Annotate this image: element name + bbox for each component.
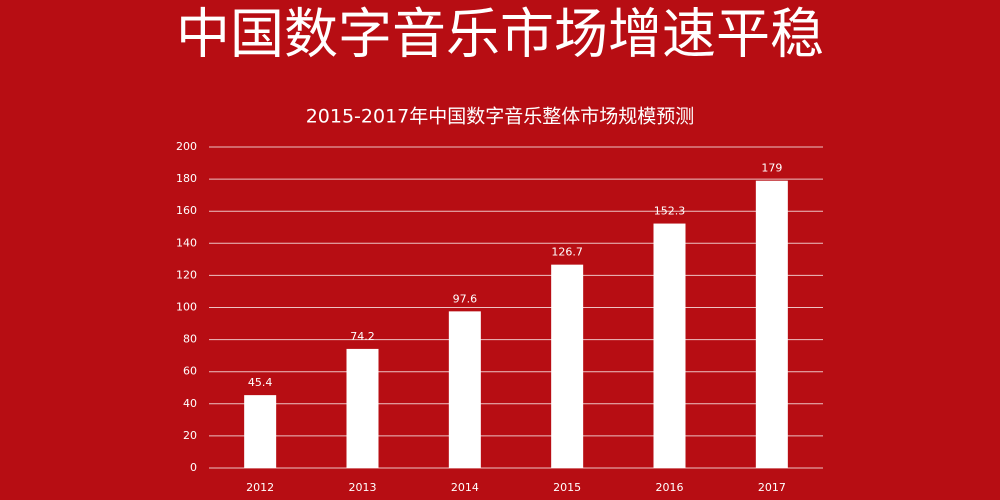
x-tick-label: 2017 bbox=[758, 481, 786, 494]
y-tick-label: 60 bbox=[183, 365, 197, 378]
bar bbox=[551, 264, 584, 468]
bar bbox=[244, 395, 277, 468]
data-label: 97.6 bbox=[453, 292, 478, 305]
data-label: 179 bbox=[761, 162, 782, 175]
y-tick-label: 140 bbox=[176, 236, 197, 249]
y-tick-label: 160 bbox=[176, 204, 197, 217]
bar bbox=[755, 180, 788, 468]
data-label: 45.4 bbox=[248, 376, 273, 389]
chart-title: 2015-2017年中国数字音乐整体市场规模预测 bbox=[306, 106, 695, 128]
y-tick-label: 100 bbox=[176, 301, 197, 314]
y-tick-label: 20 bbox=[183, 429, 197, 442]
y-tick-label: 200 bbox=[176, 140, 197, 153]
y-tick-label: 0 bbox=[190, 461, 197, 474]
page-title: 中国数字音乐市场增速平稳 bbox=[176, 3, 824, 66]
data-label: 152.3 bbox=[654, 205, 686, 218]
x-tick-label: 2012 bbox=[246, 481, 274, 494]
y-tick-label: 180 bbox=[176, 172, 197, 185]
bar bbox=[448, 311, 481, 468]
data-label: 126.7 bbox=[551, 246, 583, 259]
x-tick-label: 2015 bbox=[553, 481, 581, 494]
bar bbox=[346, 348, 379, 468]
y-tick-label: 120 bbox=[176, 268, 197, 281]
data-label: 74.2 bbox=[350, 330, 375, 343]
y-tick-label: 80 bbox=[183, 333, 197, 346]
x-tick-label: 2013 bbox=[349, 481, 377, 494]
x-tick-label: 2016 bbox=[656, 481, 684, 494]
bar bbox=[653, 223, 686, 468]
x-tick-label: 2014 bbox=[451, 481, 479, 494]
y-tick-label: 40 bbox=[183, 397, 197, 410]
